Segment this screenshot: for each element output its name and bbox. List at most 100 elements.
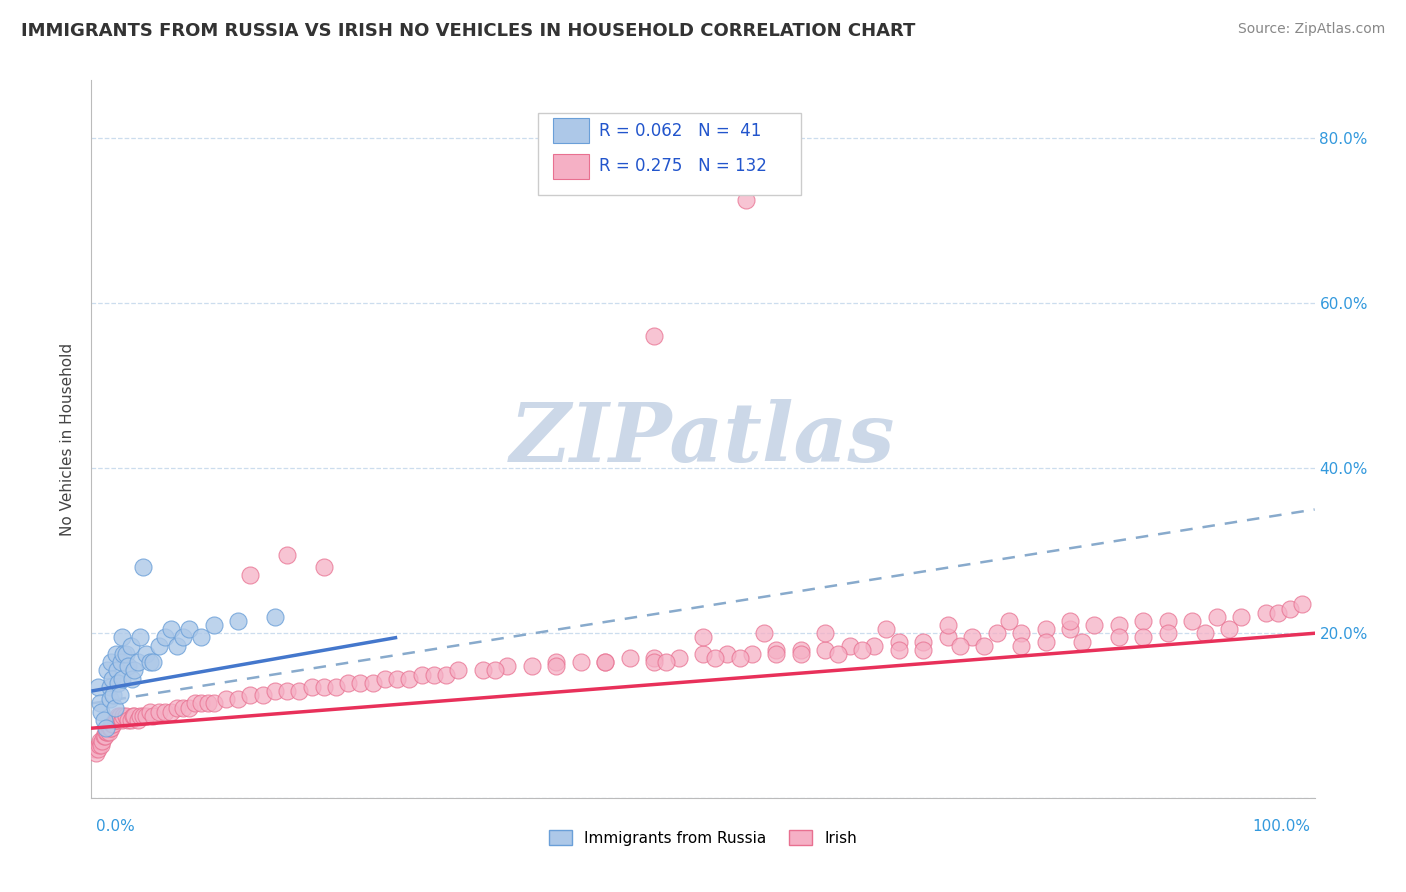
Point	[226, 692, 249, 706]
Point	[1108, 618, 1130, 632]
Point	[172, 631, 194, 645]
Point	[1035, 634, 1057, 648]
Point	[94, 730, 117, 744]
Point	[104, 700, 127, 714]
Point	[1267, 606, 1289, 620]
Point	[197, 697, 219, 711]
Point	[593, 655, 616, 669]
Point	[132, 560, 155, 574]
Point	[484, 664, 506, 678]
Point	[139, 655, 162, 669]
Point	[190, 631, 212, 645]
Point	[153, 631, 176, 645]
Point	[93, 730, 115, 744]
Point	[374, 672, 396, 686]
Point	[1218, 622, 1240, 636]
Point	[179, 700, 201, 714]
Point	[100, 721, 122, 735]
Point	[107, 708, 129, 723]
Point	[120, 713, 142, 727]
Point	[1230, 609, 1253, 624]
Point	[398, 672, 420, 686]
Point	[97, 725, 120, 739]
Point	[276, 684, 298, 698]
Point	[252, 688, 274, 702]
Point	[325, 680, 347, 694]
Point	[105, 664, 128, 678]
Point	[101, 672, 124, 686]
Point	[1071, 634, 1094, 648]
Point	[100, 655, 122, 669]
Point	[264, 609, 287, 624]
Point	[87, 738, 110, 752]
Point	[86, 680, 108, 694]
Text: IMMIGRANTS FROM RUSSIA VS IRISH NO VEHICLES IN HOUSEHOLD CORRELATION CHART: IMMIGRANTS FROM RUSSIA VS IRISH NO VEHIC…	[21, 22, 915, 40]
Point	[1291, 598, 1313, 612]
Point	[127, 655, 149, 669]
Point	[790, 642, 813, 657]
Point	[112, 708, 135, 723]
Point	[471, 664, 494, 678]
Point	[122, 664, 145, 678]
Point	[447, 664, 470, 678]
Point	[84, 741, 107, 756]
Point	[104, 713, 127, 727]
Point	[172, 700, 194, 714]
Point	[108, 708, 131, 723]
Point	[851, 642, 873, 657]
Point	[668, 651, 690, 665]
Point	[887, 642, 910, 657]
Point	[728, 651, 751, 665]
Point	[129, 631, 152, 645]
Point	[104, 647, 127, 661]
Point	[1279, 601, 1302, 615]
Point	[619, 651, 641, 665]
Legend: Immigrants from Russia, Irish: Immigrants from Russia, Irish	[543, 823, 863, 852]
Point	[361, 675, 384, 690]
Point	[1157, 626, 1180, 640]
Point	[423, 667, 446, 681]
Point	[135, 708, 157, 723]
Point	[89, 733, 111, 747]
Point	[96, 664, 118, 678]
Point	[912, 642, 935, 657]
Point	[160, 705, 183, 719]
Point	[1194, 626, 1216, 640]
Point	[692, 647, 714, 661]
Point	[546, 659, 568, 673]
Point	[90, 705, 112, 719]
Point	[1010, 626, 1032, 640]
Point	[790, 647, 813, 661]
Point	[86, 741, 108, 756]
Point	[114, 708, 136, 723]
Point	[741, 647, 763, 661]
Point	[1181, 614, 1204, 628]
Point	[129, 708, 152, 723]
Point	[1083, 618, 1105, 632]
Point	[960, 631, 983, 645]
Point	[93, 713, 115, 727]
FancyBboxPatch shape	[553, 153, 589, 179]
Point	[593, 655, 616, 669]
Point	[765, 642, 787, 657]
Point	[349, 675, 371, 690]
Point	[827, 647, 849, 661]
Point	[863, 639, 886, 653]
Text: R = 0.275   N = 132: R = 0.275 N = 132	[599, 158, 766, 176]
Point	[184, 697, 207, 711]
Point	[114, 647, 136, 661]
Point	[179, 622, 201, 636]
Point	[153, 705, 176, 719]
Point	[1157, 614, 1180, 628]
Point	[202, 618, 225, 632]
Point	[94, 725, 117, 739]
Point	[112, 647, 135, 661]
Point	[141, 708, 163, 723]
Point	[734, 193, 756, 207]
Y-axis label: No Vehicles in Household: No Vehicles in Household	[60, 343, 76, 536]
Point	[111, 672, 134, 686]
Point	[643, 651, 665, 665]
Point	[496, 659, 519, 673]
Point	[202, 697, 225, 711]
Point	[127, 713, 149, 727]
